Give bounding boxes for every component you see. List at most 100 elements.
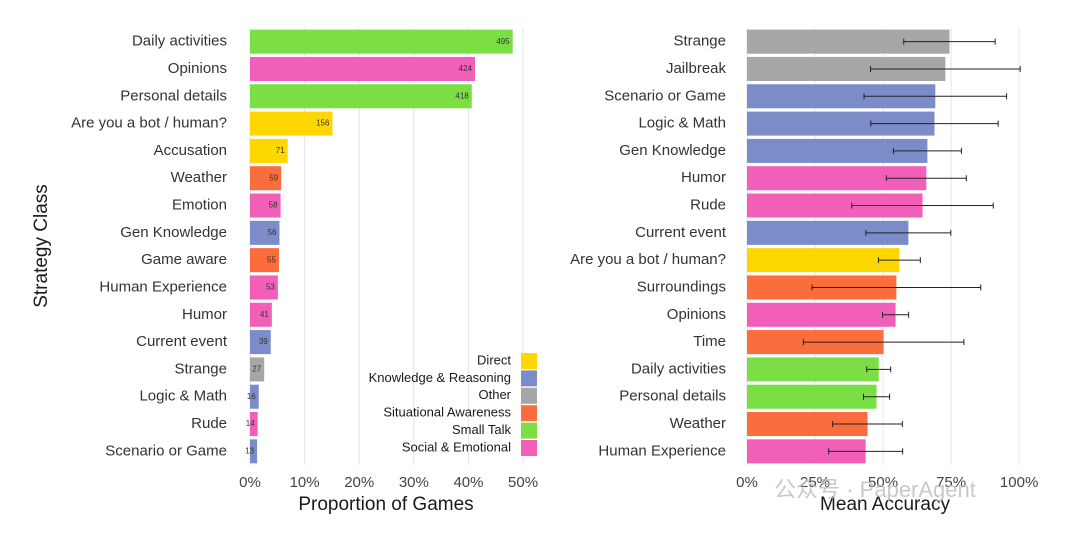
- y-tick-label: Scenario or Game: [604, 87, 726, 104]
- bar: [250, 220, 280, 245]
- y-tick-label: Opinions: [168, 60, 227, 77]
- y-tick-label: Personal details: [120, 87, 227, 104]
- bar: [250, 248, 279, 273]
- value-label: 55: [267, 255, 276, 264]
- value-label: 156: [316, 119, 330, 128]
- y-tick-label: Gen Knowledge: [120, 224, 227, 241]
- y-tick-label: Time: [693, 333, 726, 350]
- legend-swatch: [521, 370, 537, 387]
- bar: [250, 302, 272, 327]
- legend-swatch: [521, 422, 537, 439]
- y-tick-label: Humor: [681, 169, 726, 186]
- bar: [250, 384, 259, 409]
- y-tick-label: Humor: [182, 306, 227, 323]
- legend-swatch: [521, 353, 537, 369]
- error-bar: [865, 229, 952, 236]
- bar: [747, 384, 877, 409]
- bar: [250, 439, 258, 464]
- error-bar: [832, 421, 903, 428]
- value-label: 495: [496, 37, 510, 46]
- legend-swatch: [521, 440, 537, 456]
- value-label: 39: [259, 337, 268, 346]
- bar: [250, 29, 513, 54]
- value-label: 53: [266, 283, 275, 292]
- bar: [747, 357, 879, 382]
- error-bar: [903, 38, 996, 45]
- y-tick-label: Logic & Math: [638, 115, 726, 132]
- y-tick-label: Current event: [635, 224, 727, 241]
- error-bar: [851, 202, 994, 209]
- error-bar: [882, 311, 910, 318]
- value-label: 418: [455, 91, 469, 100]
- error-bar: [885, 175, 967, 182]
- bar: [250, 111, 333, 136]
- x-axis-title: Mean Accuracy: [820, 494, 950, 515]
- error-bar: [870, 65, 1021, 72]
- y-tick-label: Strange: [673, 33, 726, 50]
- y-tick-label: Strange: [174, 360, 227, 377]
- y-tick-label: Opinions: [667, 306, 726, 323]
- value-label: 14: [246, 419, 255, 428]
- y-tick-label: Gen Knowledge: [619, 142, 726, 159]
- error-bar: [811, 284, 982, 291]
- error-bar: [870, 120, 999, 127]
- x-tick-label: 100%: [1000, 474, 1038, 491]
- value-label: 56: [268, 228, 277, 237]
- y-tick-label: Are you a bot / human?: [71, 115, 227, 132]
- error-bar: [892, 147, 962, 154]
- bar: [250, 357, 265, 382]
- y-axis-title: Strategy Class: [31, 184, 52, 308]
- value-label: 424: [459, 64, 473, 73]
- y-tick-label: Human Experience: [598, 442, 726, 459]
- y-tick-label: Logic & Math: [139, 388, 227, 405]
- x-tick-label: 0%: [239, 474, 261, 491]
- y-tick-label: Personal details: [619, 388, 726, 405]
- y-tick-label: Daily activities: [631, 360, 726, 377]
- x-axis-title: Proportion of Games: [298, 494, 473, 515]
- value-label: 41: [260, 310, 269, 319]
- y-tick-label: Game aware: [141, 251, 227, 268]
- x-tick-label: 75%: [936, 474, 966, 491]
- x-tick-label: 25%: [800, 474, 830, 491]
- x-tick-label: 30%: [399, 474, 429, 491]
- bar: [250, 412, 258, 437]
- bar: [250, 84, 472, 109]
- error-bar: [802, 339, 965, 346]
- x-tick-label: 50%: [508, 474, 538, 491]
- legend-swatch: [521, 405, 537, 422]
- legend-label: Small Talk: [452, 422, 512, 437]
- value-label: 16: [247, 392, 256, 401]
- legend-label: Direct: [477, 352, 511, 367]
- y-tick-label: Are you a bot / human?: [570, 251, 726, 268]
- error-bar: [862, 393, 891, 400]
- value-label: 71: [276, 146, 285, 155]
- y-tick-label: Weather: [171, 169, 227, 186]
- error-bar: [863, 93, 1008, 100]
- x-tick-label: 0%: [736, 474, 758, 491]
- bar: [250, 330, 271, 355]
- bar: [250, 166, 282, 191]
- legend-label: Situational Awareness: [383, 405, 511, 420]
- legend-label: Knowledge & Reasoning: [369, 370, 511, 385]
- bar: [250, 56, 476, 81]
- y-tick-label: Jailbreak: [666, 60, 727, 77]
- legend-label: Other: [478, 387, 511, 402]
- y-tick-label: Rude: [191, 415, 227, 432]
- x-tick-label: 50%: [868, 474, 898, 491]
- y-tick-label: Rude: [690, 197, 726, 214]
- y-tick-label: Surroundings: [637, 278, 726, 295]
- error-bar: [828, 448, 904, 455]
- value-label: 59: [269, 173, 278, 182]
- bar: [747, 302, 896, 327]
- value-label: 13: [245, 446, 254, 455]
- error-bar: [877, 257, 921, 264]
- y-tick-label: Current event: [136, 333, 228, 350]
- legend-label: Social & Emotional: [402, 439, 511, 454]
- bar: [250, 138, 288, 163]
- bar: [747, 248, 900, 273]
- error-bar: [866, 366, 892, 373]
- y-tick-label: Weather: [670, 415, 726, 432]
- y-tick-label: Daily activities: [132, 33, 227, 50]
- x-tick-label: 20%: [344, 474, 374, 491]
